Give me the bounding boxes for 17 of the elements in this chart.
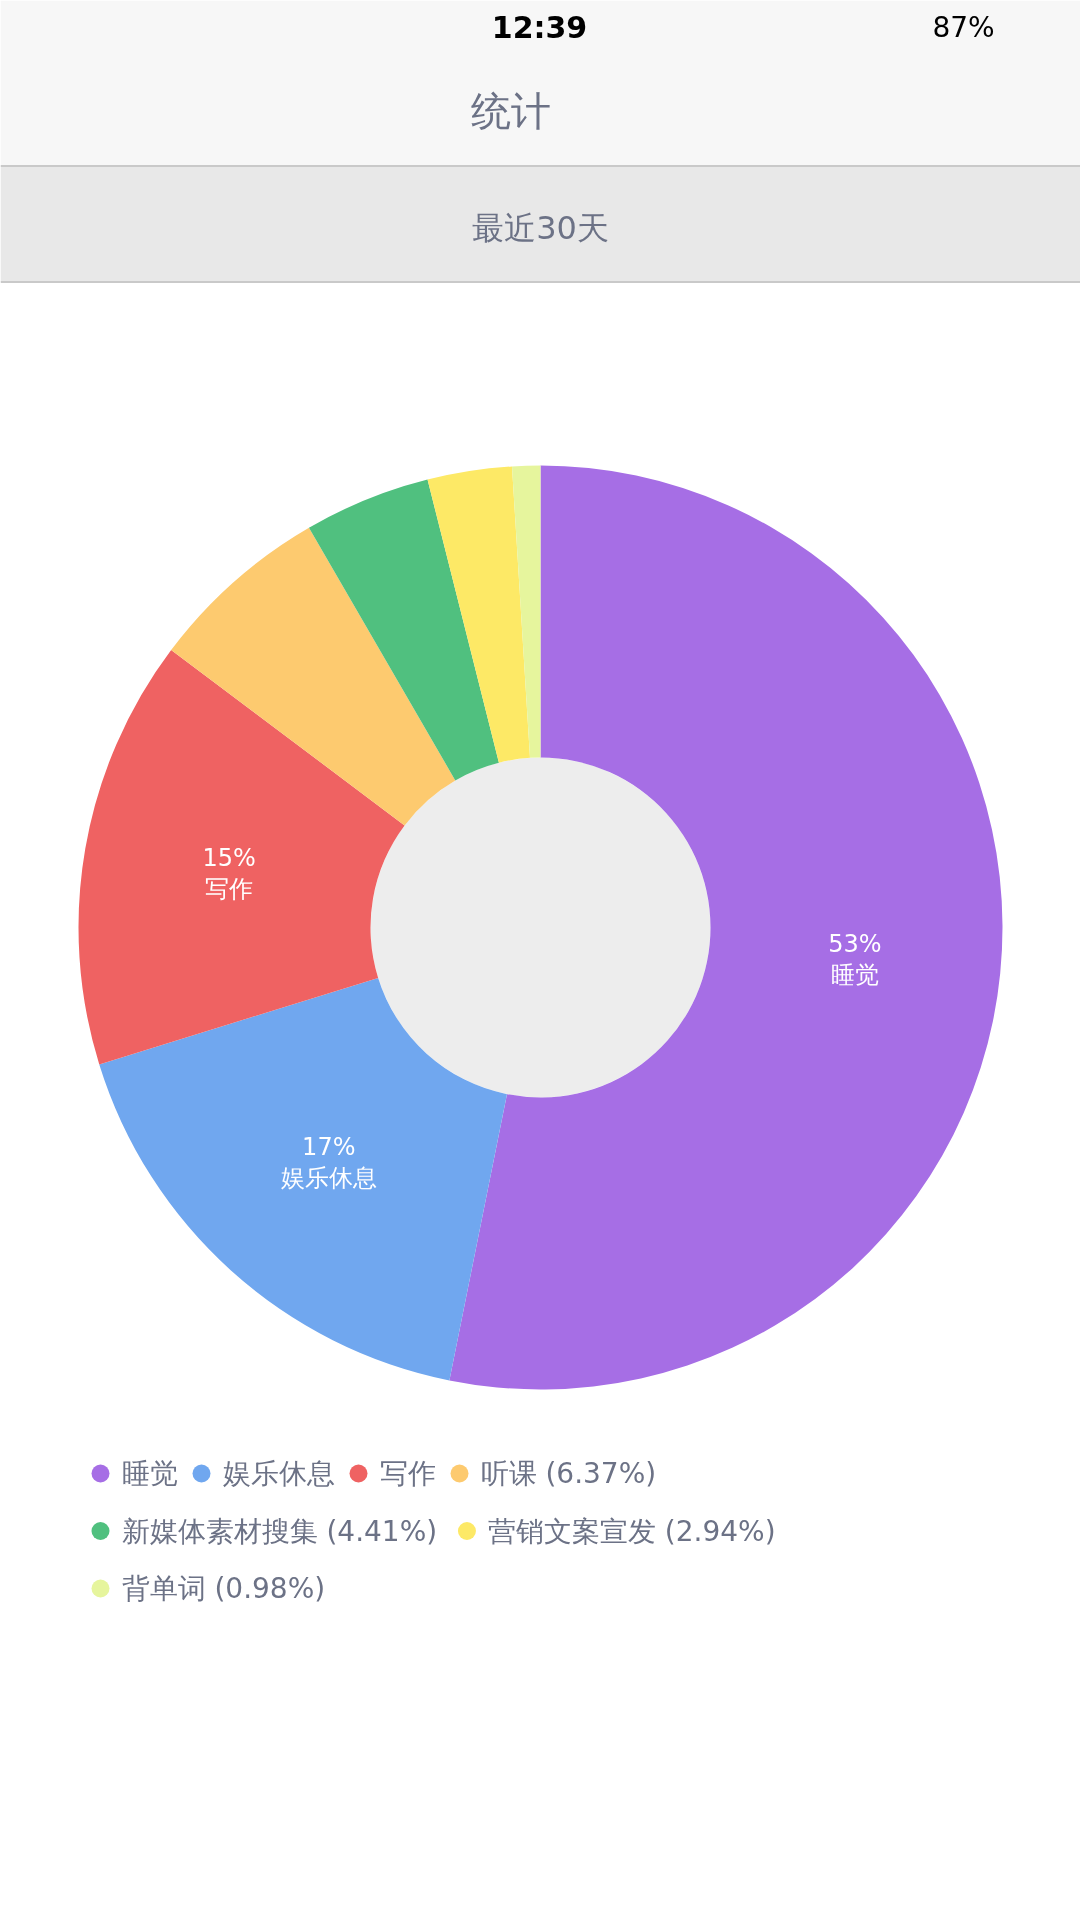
data-label: 53%: [828, 929, 882, 958]
chart-title: 统计: [470, 87, 551, 134]
text: 87%: [932, 11, 995, 44]
slice-label: 睡觉: [830, 960, 879, 989]
legend-label: 睡觉: [121, 1457, 178, 1490]
slice-label: 写作: [205, 875, 254, 904]
legend-label: 娱乐休息: [222, 1457, 335, 1490]
legend-label: 写作: [379, 1457, 436, 1490]
legend-label: 听课 (6.37%): [480, 1457, 657, 1490]
legend-label: 营销文案宣发 (2.94%): [487, 1514, 776, 1548]
legend-label: 背单词 (0.98%): [121, 1572, 326, 1605]
slice-label: 娱乐休息: [280, 1164, 377, 1193]
legend-label: 新媒体素材搜集 (4.41%): [121, 1514, 438, 1548]
data-label: 17%: [302, 1133, 356, 1162]
data-label: 15%: [202, 844, 256, 873]
chart-subtitle: 最近30天: [472, 208, 609, 247]
text: 12:39: [491, 10, 588, 45]
